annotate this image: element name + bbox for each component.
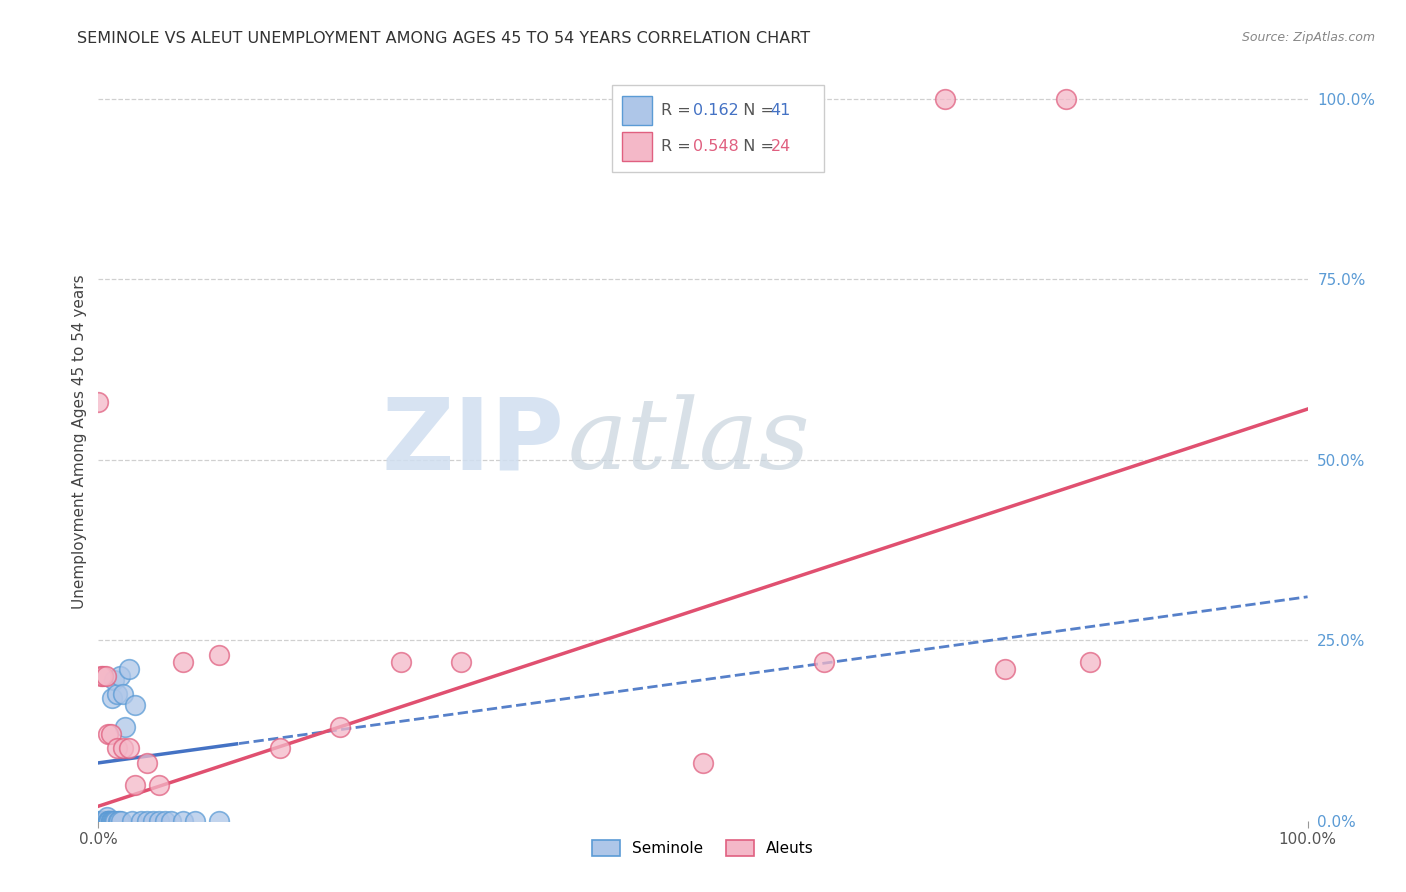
Point bbox=[98, 814, 121, 828]
Point bbox=[111, 687, 134, 701]
Point bbox=[87, 814, 110, 828]
Point bbox=[97, 814, 120, 828]
Point bbox=[934, 91, 956, 105]
Point bbox=[121, 814, 143, 828]
Legend: Seminole, Aleuts: Seminole, Aleuts bbox=[586, 834, 820, 863]
Point bbox=[90, 814, 112, 828]
Point bbox=[96, 814, 118, 828]
Text: 0.162: 0.162 bbox=[693, 103, 740, 118]
Point bbox=[108, 814, 131, 828]
Text: atlas: atlas bbox=[568, 394, 810, 489]
Point bbox=[389, 655, 412, 669]
Point bbox=[160, 814, 183, 828]
Text: R =: R = bbox=[661, 139, 696, 154]
Point bbox=[107, 814, 129, 828]
Point bbox=[105, 687, 128, 701]
Point bbox=[269, 741, 291, 756]
Point bbox=[94, 814, 117, 828]
Point bbox=[114, 720, 136, 734]
Text: N =: N = bbox=[734, 139, 779, 154]
Point bbox=[94, 814, 117, 828]
Point bbox=[93, 814, 115, 828]
Point bbox=[91, 814, 114, 828]
Point bbox=[96, 810, 118, 824]
Point bbox=[148, 814, 170, 828]
Point bbox=[105, 741, 128, 756]
Text: 0.548: 0.548 bbox=[693, 139, 740, 154]
FancyBboxPatch shape bbox=[613, 85, 824, 172]
Point bbox=[129, 814, 152, 828]
Point bbox=[100, 814, 122, 828]
Point bbox=[103, 673, 125, 687]
FancyBboxPatch shape bbox=[621, 132, 652, 161]
Point bbox=[90, 669, 112, 683]
Point bbox=[1078, 655, 1101, 669]
Point bbox=[172, 814, 194, 828]
Point bbox=[118, 662, 141, 676]
Text: Source: ZipAtlas.com: Source: ZipAtlas.com bbox=[1241, 31, 1375, 45]
Text: R =: R = bbox=[661, 103, 696, 118]
Text: N =: N = bbox=[734, 103, 779, 118]
Point bbox=[124, 778, 146, 792]
Point bbox=[108, 669, 131, 683]
Point bbox=[91, 814, 114, 828]
Point bbox=[101, 814, 124, 828]
Point bbox=[100, 727, 122, 741]
Point bbox=[91, 814, 114, 828]
Point bbox=[208, 648, 231, 662]
Point bbox=[98, 814, 121, 828]
Text: SEMINOLE VS ALEUT UNEMPLOYMENT AMONG AGES 45 TO 54 YEARS CORRELATION CHART: SEMINOLE VS ALEUT UNEMPLOYMENT AMONG AGE… bbox=[77, 31, 810, 46]
Point bbox=[208, 814, 231, 828]
Point bbox=[692, 756, 714, 770]
Point bbox=[110, 814, 132, 828]
Point bbox=[104, 814, 127, 828]
Point bbox=[329, 720, 352, 734]
Point bbox=[124, 698, 146, 712]
FancyBboxPatch shape bbox=[621, 95, 652, 125]
Point bbox=[94, 669, 117, 683]
Text: ZIP: ZIP bbox=[381, 393, 564, 490]
Point bbox=[148, 778, 170, 792]
Point bbox=[135, 756, 157, 770]
Point bbox=[118, 741, 141, 756]
Y-axis label: Unemployment Among Ages 45 to 54 years: Unemployment Among Ages 45 to 54 years bbox=[72, 274, 87, 609]
Point bbox=[91, 669, 114, 683]
Point bbox=[142, 814, 165, 828]
Text: 41: 41 bbox=[770, 103, 792, 118]
Point bbox=[97, 727, 120, 741]
Point bbox=[97, 814, 120, 828]
Point bbox=[813, 655, 835, 669]
Point bbox=[100, 690, 122, 705]
Point bbox=[103, 814, 125, 828]
Point bbox=[153, 814, 176, 828]
Point bbox=[135, 814, 157, 828]
Point bbox=[100, 814, 122, 828]
Point bbox=[172, 655, 194, 669]
Point bbox=[87, 394, 110, 409]
Point bbox=[450, 655, 472, 669]
Point bbox=[184, 814, 207, 828]
Point bbox=[1054, 91, 1077, 105]
Text: 24: 24 bbox=[770, 139, 792, 154]
Point bbox=[111, 741, 134, 756]
Point bbox=[994, 662, 1017, 676]
Point bbox=[100, 814, 122, 828]
